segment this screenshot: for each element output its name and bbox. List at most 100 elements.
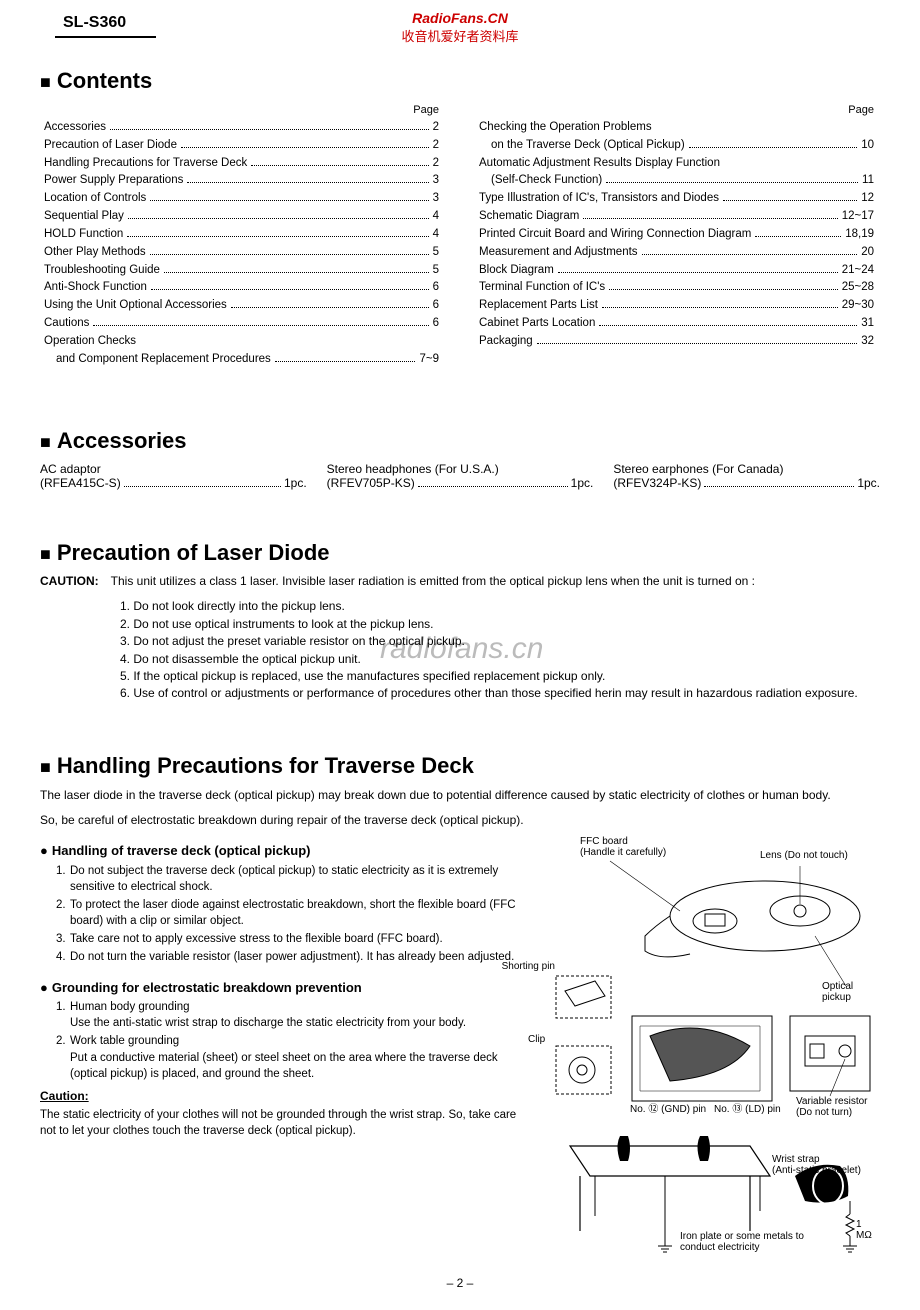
handling-item: 4.Do not turn the variable resistor (las… (56, 949, 535, 965)
precaution-heading: ■Precaution of Laser Diode (40, 540, 880, 566)
accessory-item: Stereo earphones (For Canada)(RFEV324P-K… (613, 462, 880, 490)
toc-label: Anti-Shock Function (40, 279, 147, 297)
toc-label: HOLD Function (40, 226, 123, 244)
toc-row: Schematic Diagram 12~17 (475, 208, 880, 226)
toc-page: 32 (861, 333, 880, 351)
handling-intro2: So, be careful of electrostatic breakdow… (40, 812, 880, 829)
toc-label: Sequential Play (40, 208, 124, 226)
label-varres: Variable resistor (Do not turn) (796, 1096, 868, 1118)
toc-page: 25~28 (842, 279, 880, 297)
label-ld: No. ⑬ (LD) pin (714, 1104, 781, 1115)
precaution-item: 4. Do not disassemble the optical pickup… (120, 651, 880, 668)
handling-intro1: The laser diode in the traverse deck (op… (40, 787, 880, 804)
toc-label: Checking the Operation Problems (475, 119, 652, 137)
label-ffc: FFC board (Handle it carefully) (580, 836, 666, 858)
caution-text: This unit utilizes a class 1 laser. Invi… (111, 574, 755, 588)
handling-item: 2.To protect the laser diode against ele… (56, 897, 535, 929)
toc-row: Packaging 32 (475, 333, 880, 351)
precaution-item: 6. Use of control or adjustments or perf… (120, 685, 880, 702)
toc-label: Terminal Function of IC's (475, 279, 605, 297)
sub2-list: 1.Human body groundingUse the anti-stati… (40, 999, 535, 1081)
toc-label: Location of Controls (40, 190, 146, 208)
caution-sub-heading: Caution: (40, 1088, 535, 1105)
toc-page: 4 (433, 208, 445, 226)
toc-page: 11 (862, 172, 880, 190)
toc-label: Schematic Diagram (475, 208, 579, 226)
toc-label: Printed Circuit Board and Wiring Connect… (475, 226, 751, 244)
page-label-right: Page (475, 102, 880, 119)
accessories-list: AC adaptor(RFEA415C-S)1pc. Stereo headpho… (40, 462, 880, 490)
toc-row: Power Supply Preparations3 (40, 172, 445, 190)
label-wrist: Wrist strap (Anti-static bracelet) (772, 1154, 861, 1176)
toc-row: Cabinet Parts Location 31 (475, 315, 880, 333)
label-clip: Clip (528, 1034, 545, 1045)
toc-row: Precaution of Laser Diode2 (40, 137, 445, 155)
toc-row: Using the Unit Optional Accessories 6 (40, 297, 445, 315)
precaution-list: 1. Do not look directly into the pickup … (120, 598, 880, 702)
handling-item: 1.Do not subject the traverse deck (opti… (56, 863, 535, 895)
toc-label: Accessories (40, 119, 106, 137)
label-shorting: Shorting pin (500, 961, 555, 972)
sub1-heading: ●Handling of traverse deck (optical pick… (40, 842, 535, 860)
sub1-list: 1.Do not subject the traverse deck (opti… (40, 863, 535, 966)
toc-label: Other Play Methods (40, 244, 146, 262)
handling-heading: ■Handling Precautions for Traverse Deck (40, 753, 880, 779)
toc-label: Cabinet Parts Location (475, 315, 595, 333)
toc-row: Location of Controls 3 (40, 190, 445, 208)
toc-page: 18,19 (845, 226, 880, 244)
toc-row: Other Play Methods 5 (40, 244, 445, 262)
toc-label: Using the Unit Optional Accessories (40, 297, 227, 315)
toc-page: 4 (433, 226, 445, 244)
toc-label: Type Illustration of IC's, Transistors a… (475, 190, 719, 208)
toc-row: Anti-Shock Function6 (40, 279, 445, 297)
toc-page: 29~30 (842, 297, 880, 315)
watermark-chinese: 收音机爱好者资料库 (401, 26, 518, 45)
precaution-item: 1. Do not look directly into the pickup … (120, 598, 880, 615)
toc-row: Block Diagram21~24 (475, 262, 880, 280)
toc-label: Cautions (40, 315, 89, 333)
toc-page: 6 (433, 315, 445, 333)
watermark-header: RadioFans.CN 收音机爱好者资料库 (401, 10, 518, 45)
toc-label: Packaging (475, 333, 533, 351)
toc-row: Handling Precautions for Traverse Deck2 (40, 155, 445, 173)
toc-page: 12 (861, 190, 880, 208)
model-number: SL-S360 (55, 10, 156, 38)
toc-row: Terminal Function of IC's 25~28 (475, 279, 880, 297)
toc-label: Automatic Adjustment Results Display Fun… (475, 155, 720, 173)
toc-row: Sequential Play 4 (40, 208, 445, 226)
toc-page: 6 (433, 297, 445, 315)
toc-label: Replacement Parts List (475, 297, 598, 315)
toc-row: Operation Checks (40, 333, 445, 351)
label-lens: Lens (Do not touch) (760, 850, 848, 861)
label-gnd: No. ⑫ (GND) pin (630, 1104, 706, 1115)
label-ohm: 1 MΩ (856, 1219, 880, 1241)
toc-row: Type Illustration of IC's, Transistors a… (475, 190, 880, 208)
accessory-item: Stereo headphones (For U.S.A.)(RFEV705P-… (327, 462, 594, 490)
handling-item: 3.Take care not to apply excessive stres… (56, 931, 535, 947)
toc-page: 20 (861, 244, 880, 262)
toc-label: Operation Checks (40, 333, 136, 351)
toc-page: 31 (861, 315, 880, 333)
accessory-item: AC adaptor(RFEA415C-S)1pc. (40, 462, 307, 490)
toc-label: Power Supply Preparations (40, 172, 183, 190)
toc-page: 3 (433, 190, 445, 208)
toc-label: Handling Precautions for Traverse Deck (40, 155, 247, 173)
label-optical: Optical pickup (822, 981, 880, 1003)
toc-label: Troubleshooting Guide (40, 262, 160, 280)
toc-row: on the Traverse Deck (Optical Pickup)10 (475, 137, 880, 155)
toc-page: 12~17 (842, 208, 880, 226)
toc-row: Checking the Operation Problems (475, 119, 880, 137)
toc-page: 5 (433, 244, 445, 262)
toc-row: Cautions 6 (40, 315, 445, 333)
precaution-item: 5. If the optical pickup is replaced, us… (120, 668, 880, 685)
label-iron: Iron plate or some metals to conduct ele… (680, 1231, 804, 1253)
toc-page: 10 (861, 137, 880, 155)
toc-label: Block Diagram (475, 262, 554, 280)
toc-row: and Component Replacement Procedures7~9 (40, 351, 445, 369)
toc-label: Precaution of Laser Diode (40, 137, 177, 155)
accessories-heading: ■Accessories (40, 428, 880, 454)
contents-heading: ■Contents (40, 68, 152, 94)
sub2-heading: ●Grounding for electrostatic breakdown p… (40, 979, 535, 997)
watermark-site: RadioFans.CN (401, 10, 518, 26)
toc-row: Replacement Parts List 29~30 (475, 297, 880, 315)
